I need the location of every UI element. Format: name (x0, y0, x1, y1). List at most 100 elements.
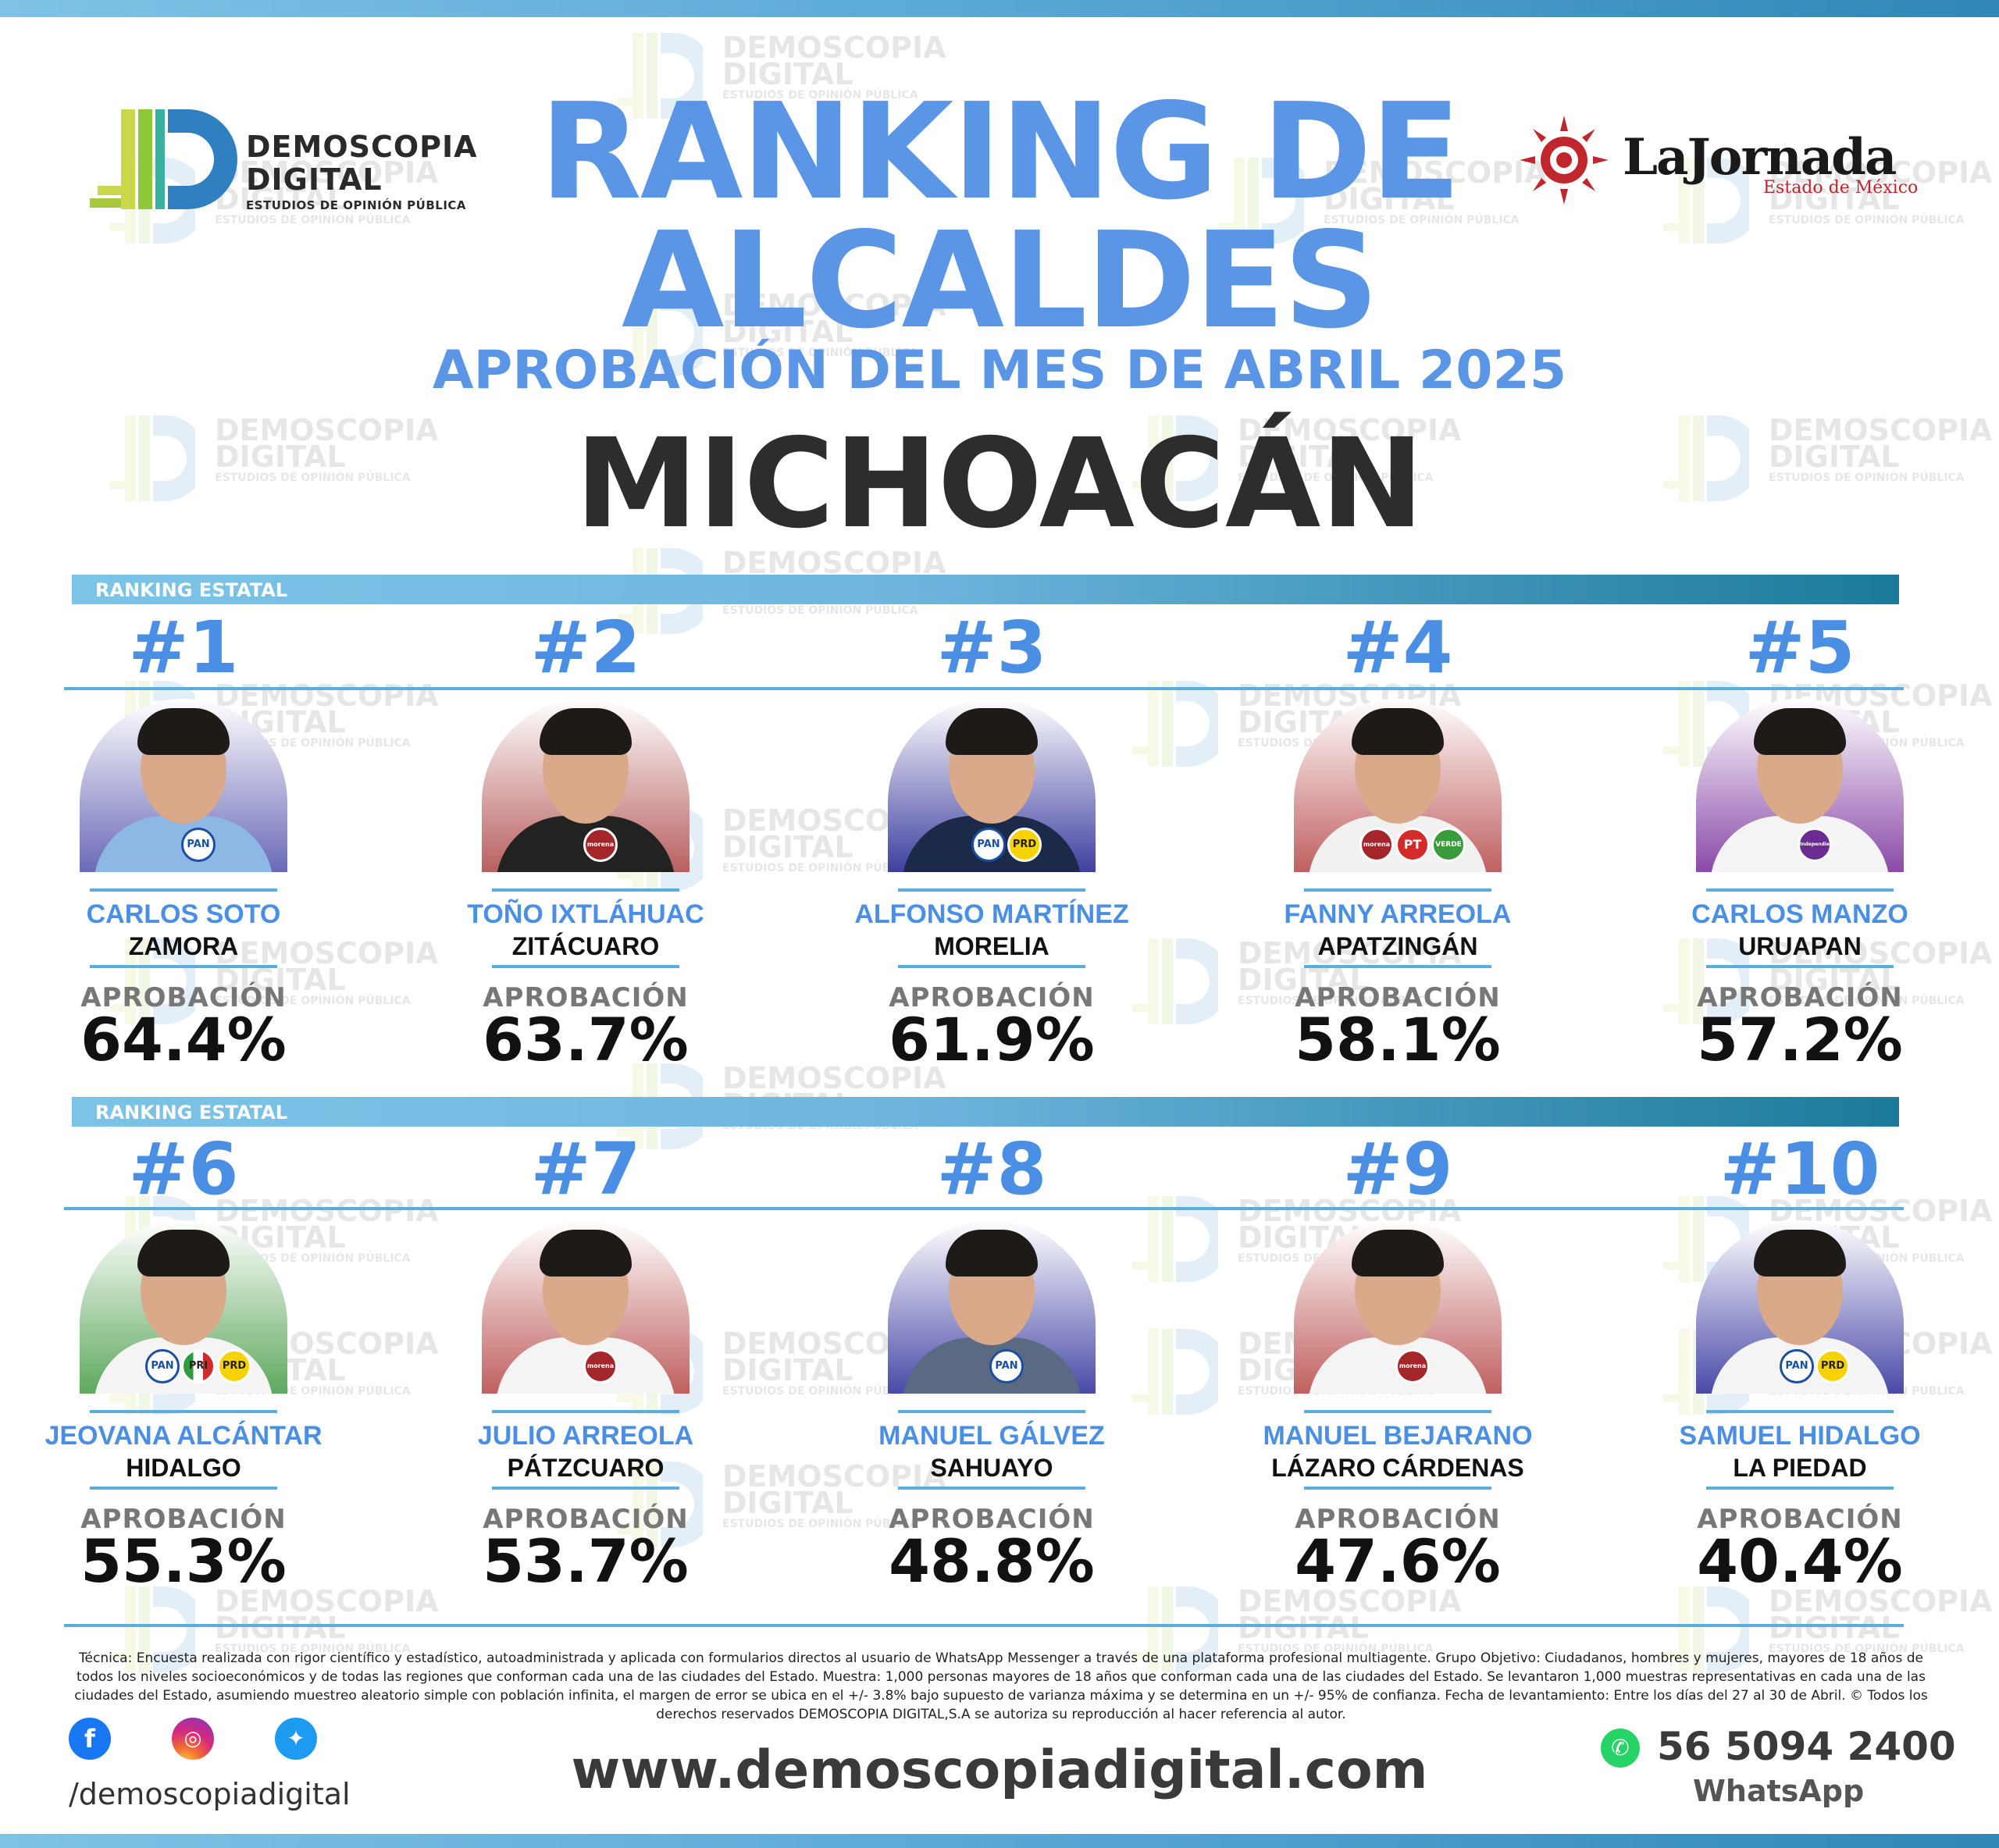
city-divider (1304, 965, 1491, 968)
approval-value: 40.4% (1697, 1526, 1903, 1596)
city-divider (1706, 965, 1894, 968)
approval-value: 63.7% (483, 1005, 689, 1074)
candidate-city: PÁTZCUARO (507, 1454, 665, 1482)
candidate-card: #5 Independiente CARLOS MANZO URUAPAN APROBA… (1675, 606, 1925, 1071)
brand-tagline: ESTUDIOS DE OPINIÓN PÚBLICA (246, 198, 467, 212)
candidate-name: TOÑO IXTLÁHUAC (467, 899, 704, 929)
candidate-card: #3 PAN PRD ALFONSO MARTÍNEZ MORELIA APROBACIÓ… (854, 606, 1128, 1071)
twitter-icon[interactable]: ✦ (275, 1718, 317, 1760)
candidate-city: LÁZARO CÁRDENAS (1271, 1454, 1524, 1482)
photo-hair (946, 708, 1038, 755)
candidate-card: #9 morena MANUEL BEJARANO LÁZARO CÁRDENAS AP… (1263, 1127, 1532, 1593)
candidate-city: LA PIEDAD (1733, 1454, 1867, 1482)
party-badge: VERDE (1431, 828, 1466, 862)
la-jornada-wordmark: LaJornada (1623, 128, 1897, 187)
candidate-name: MANUEL GÁLVEZ (878, 1421, 1105, 1451)
title-line-1: RANKING DE (540, 75, 1461, 230)
party-badge: PAN (181, 828, 216, 862)
demoscopia-d-mark-icon (90, 109, 237, 209)
rank-number: #9 (1342, 1127, 1453, 1211)
candidate-photo: PAN PRD (888, 699, 1096, 872)
party-badge: PAN (989, 1349, 1024, 1383)
whatsapp-contact: ✆ 56 5094 2400 WhatsApp (1593, 1724, 1956, 1825)
website-link[interactable]: www.demoscopiadigital.com (571, 1739, 1428, 1801)
candidate-name: SAMUEL HIDALGO (1679, 1421, 1921, 1451)
approval-label: APROBACIÓN (1295, 982, 1501, 1013)
candidate-city: SAHUAYO (930, 1454, 1053, 1482)
rank-number: #5 (1744, 606, 1855, 689)
photo-hair (137, 1230, 230, 1277)
approval-value: 53.7% (483, 1526, 689, 1596)
approval-label: APROBACIÓN (1697, 982, 1903, 1013)
name-divider (492, 1410, 679, 1413)
name-divider (1706, 1410, 1894, 1413)
whatsapp-icon[interactable]: ✆ (1601, 1729, 1640, 1768)
candidate-card: #2 morena TOÑO IXTLÁHUAC ZITÁCUARO APROBACIÓ… (461, 606, 711, 1071)
candidate-photo: morena (482, 1220, 689, 1394)
name-divider (1304, 888, 1491, 892)
approval-label: APROBACIÓN (889, 982, 1095, 1013)
subtitle: APROBACIÓN DEL MES DE ABRIL 2025 (432, 340, 1567, 401)
methodology-disclaimer: Técnica: Encuesta realizada con rigor ci… (74, 1650, 1928, 1722)
approval-value: 55.3% (80, 1526, 287, 1596)
name-divider (1706, 888, 1894, 892)
approval-value: 57.2% (1697, 1005, 1903, 1074)
rank-number: #7 (530, 1127, 641, 1211)
whatsapp-label: WhatsApp (1693, 1774, 1865, 1808)
candidate-photo: PAN PRD (1696, 1220, 1904, 1394)
candidate-city: URUAPAN (1738, 932, 1862, 960)
social-handle[interactable]: /demoscopiadigital (69, 1777, 351, 1811)
rank-number: #3 (936, 606, 1047, 689)
rank-divider-top (64, 687, 1904, 690)
candidate-name: CARLOS MANZO (1691, 899, 1908, 929)
rank-number: #2 (530, 606, 641, 689)
section-bar-top: RANKING ESTATAL (72, 575, 1899, 604)
candidate-card: #6 PAN PRI PRD JEOVANA ALCÁNTAR HIDALGO APROBA… (45, 1131, 322, 1593)
facebook-icon[interactable]: f (69, 1718, 111, 1760)
title-line-2: ALCALDES (621, 204, 1379, 358)
approval-label: APROBACIÓN (80, 982, 287, 1013)
rank-number: #1 (128, 606, 239, 689)
city-divider (1304, 1487, 1491, 1490)
party-badge: PT (1395, 828, 1430, 862)
approval-value: 58.1% (1295, 1005, 1501, 1074)
party-badge: PAN (145, 1349, 180, 1383)
instagram-icon[interactable]: ◎ (172, 1718, 214, 1760)
whatsapp-number[interactable]: 56 5094 2400 (1657, 1724, 1956, 1769)
name-divider (492, 888, 679, 892)
section-bar-bottom: RANKING ESTATAL (72, 1097, 1899, 1127)
photo-hair (1754, 1230, 1846, 1277)
name-divider (90, 1410, 277, 1413)
candidate-city: ZITÁCUARO (511, 932, 660, 960)
photo-hair (540, 708, 632, 755)
rank-number: #4 (1342, 606, 1453, 689)
photo-hair (1352, 708, 1444, 755)
approval-label: APROBACIÓN (1295, 1504, 1501, 1535)
candidate-city: APATZINGÁN (1317, 932, 1478, 960)
candidate-name: JEOVANA ALCÁNTAR (45, 1421, 322, 1451)
demoscopia-digital-logo: DEMOSCOPIA DIGITAL ESTUDIOS DE OPINIÓN P… (90, 108, 480, 217)
approval-label: APROBACIÓN (1697, 1504, 1903, 1535)
rank-number: #8 (936, 1127, 1047, 1211)
party-badge: morena (1395, 1349, 1430, 1383)
candidate-card: #4 morena PT VERDE FANNY ARREOLA APATZINGÁN AP… (1273, 606, 1523, 1071)
la-jornada-logo: LaJornada Estado de México (1513, 109, 1918, 211)
approval-value: 64.4% (80, 1005, 287, 1074)
city-divider (90, 1487, 277, 1490)
approval-label: APROBACIÓN (80, 1504, 287, 1535)
party-badge: PAN (1780, 1349, 1814, 1383)
candidate-city: HIDALGO (126, 1454, 241, 1482)
rank-divider-bottom (64, 1207, 1904, 1210)
candidate-photo: PAN (888, 1220, 1096, 1394)
candidate-card: #10 PAN PRD SAMUEL HIDALGO LA PIEDAD APROBACI… (1675, 1131, 1925, 1593)
party-badge: PRD (1815, 1349, 1850, 1383)
watermark-d-icon (1132, 1329, 1218, 1415)
candidate-name: JULIO ARREOLA (477, 1421, 694, 1451)
party-badge: Independiente (1798, 828, 1838, 862)
la-jornada-sun-icon (1520, 116, 1609, 205)
party-badge: PRD (217, 1349, 251, 1383)
photo-hair (1754, 708, 1846, 755)
party-badge: morena (583, 828, 618, 862)
approval-label: APROBACIÓN (483, 982, 689, 1013)
